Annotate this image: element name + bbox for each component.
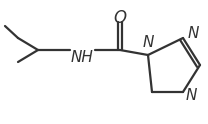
- Text: N: N: [142, 35, 154, 50]
- Text: N: N: [186, 89, 197, 104]
- Text: N: N: [188, 26, 199, 41]
- Text: O: O: [113, 9, 126, 27]
- Text: NH: NH: [71, 50, 93, 65]
